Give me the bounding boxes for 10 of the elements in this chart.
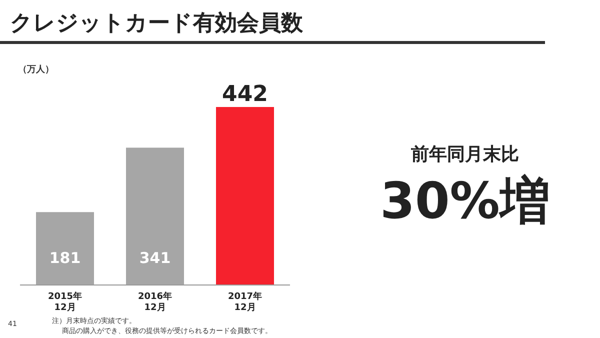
- x-tick-label: 2017年 12月: [228, 291, 262, 313]
- data-label: 341: [139, 249, 171, 267]
- chart-title: クレジットカード有効会員数: [10, 11, 304, 36]
- y-axis-title: （万人）: [18, 64, 54, 75]
- text: 前年同月末比: [410, 144, 519, 165]
- x-tick-label: 2016年 12月: [138, 291, 172, 313]
- x-tick-label: 2015年 12月: [48, 291, 82, 313]
- data-label: 442: [222, 82, 268, 107]
- data-label: 181: [49, 249, 81, 267]
- text: 30%増: [380, 172, 550, 230]
